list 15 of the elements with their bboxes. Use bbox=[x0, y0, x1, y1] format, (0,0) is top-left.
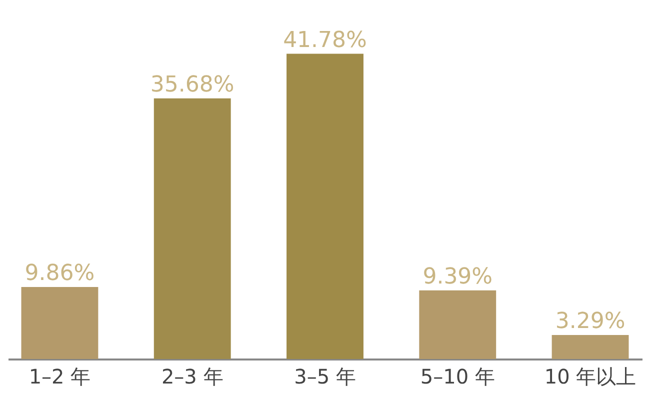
data-label: 35.68% bbox=[150, 72, 234, 98]
x-tick-label: 1–2 年 bbox=[28, 364, 91, 388]
data-label: 3.29% bbox=[555, 308, 626, 334]
data-label: 9.86% bbox=[24, 260, 95, 286]
x-tick-label: 2–3 年 bbox=[161, 364, 224, 388]
bar bbox=[21, 286, 98, 359]
bar bbox=[286, 54, 364, 359]
bar bbox=[552, 334, 629, 359]
bar bbox=[154, 98, 231, 359]
x-tick-label: 10 年以上 bbox=[544, 364, 636, 388]
data-label: 9.39% bbox=[422, 264, 493, 290]
x-tick-label: 3–5 年 bbox=[294, 364, 356, 388]
bar bbox=[419, 290, 496, 359]
x-tick-label: 5–10 年 bbox=[420, 364, 495, 388]
data-label: 41.78% bbox=[283, 28, 367, 53]
